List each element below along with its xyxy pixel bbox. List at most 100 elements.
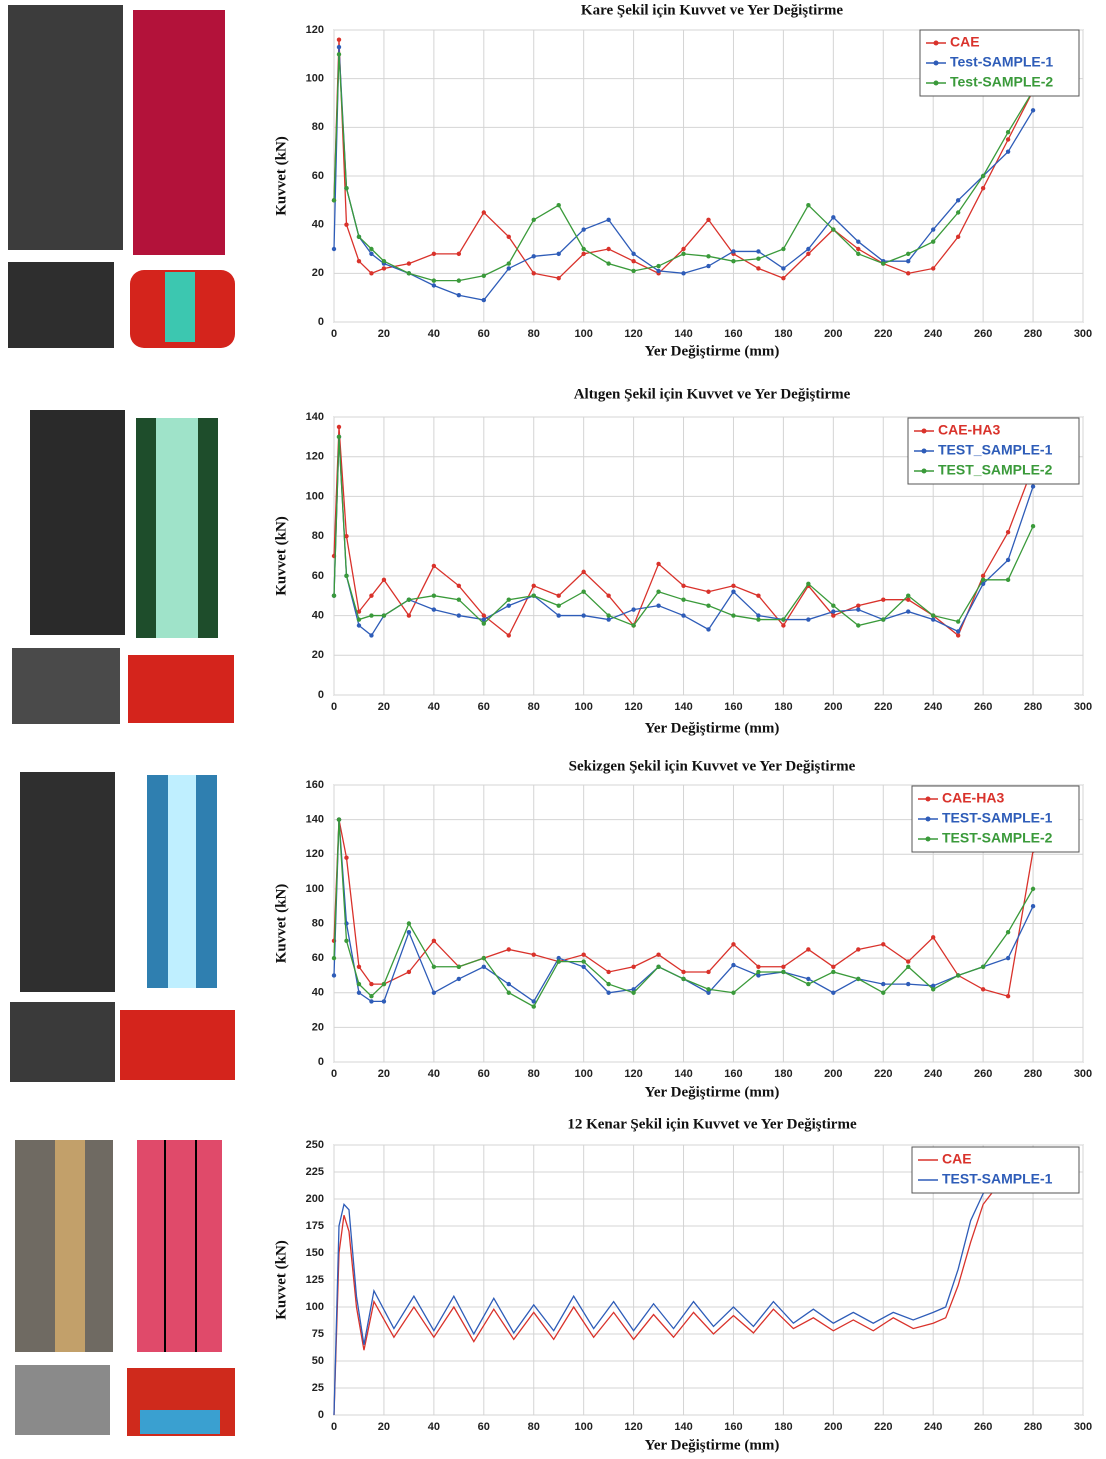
point <box>482 274 486 278</box>
point <box>457 278 461 282</box>
point <box>756 266 760 270</box>
y-tick-label: 0 <box>318 316 324 328</box>
point <box>1031 484 1035 488</box>
point <box>656 603 660 607</box>
point <box>482 965 486 969</box>
point <box>706 603 710 607</box>
x-tick-label: 300 <box>1074 1068 1092 1080</box>
point <box>337 425 341 429</box>
point <box>906 982 910 986</box>
point <box>981 174 985 178</box>
x-tick-label: 280 <box>1024 1068 1042 1080</box>
x-tick-label: 300 <box>1074 328 1092 340</box>
point <box>432 564 436 568</box>
point <box>856 247 860 251</box>
point <box>432 607 436 611</box>
point <box>656 269 660 273</box>
point <box>956 210 960 214</box>
y-tick-label: 50 <box>312 1355 324 1367</box>
point <box>706 970 710 974</box>
y-tick-label: 100 <box>306 1301 324 1313</box>
point <box>681 977 685 981</box>
point <box>1006 930 1010 934</box>
figure: 0204060801001200204060801001201401601802… <box>0 0 1106 1459</box>
point <box>382 613 386 617</box>
point <box>706 590 710 594</box>
x-tick-label: 240 <box>924 1068 942 1080</box>
x-tick-label: 180 <box>774 701 792 713</box>
x-tick-label: 200 <box>824 1421 842 1433</box>
mesh <box>133 10 225 255</box>
point <box>332 973 336 977</box>
point <box>457 965 461 969</box>
mesh <box>128 655 234 723</box>
point <box>656 590 660 594</box>
y-tick-label: 200 <box>306 1193 324 1205</box>
point <box>956 198 960 202</box>
point <box>656 264 660 268</box>
point <box>532 254 536 258</box>
x-tick-label: 40 <box>428 1068 440 1080</box>
y-tick-label: 75 <box>312 1328 324 1340</box>
x-axis-label: Yer Değiştirme (mm) <box>645 343 780 359</box>
x-tick-label: 20 <box>378 1421 390 1433</box>
x-tick-label: 200 <box>824 328 842 340</box>
point <box>681 252 685 256</box>
point <box>532 1004 536 1008</box>
x-tick-label: 160 <box>724 328 742 340</box>
point <box>756 617 760 621</box>
legend-label: TEST-SAMPLE-1 <box>942 1171 1053 1187</box>
y-tick-label: 100 <box>306 490 324 502</box>
y-tick-label: 100 <box>306 883 324 895</box>
x-tick-label: 60 <box>478 1421 490 1433</box>
point <box>806 977 810 981</box>
point <box>369 994 373 998</box>
y-tick-label: 0 <box>318 1056 324 1068</box>
legend-label: TEST_SAMPLE-2 <box>938 462 1053 478</box>
y-tick-label: 25 <box>312 1382 324 1394</box>
photo <box>8 5 123 250</box>
point <box>631 259 635 263</box>
point <box>606 594 610 598</box>
point <box>906 594 910 598</box>
point <box>344 856 348 860</box>
point <box>906 259 910 263</box>
point <box>981 186 985 190</box>
x-tick-label: 40 <box>428 1421 440 1433</box>
point <box>606 617 610 621</box>
point <box>357 617 361 621</box>
point <box>1006 137 1010 141</box>
chart-title: Altıgen Şekil için Kuvvet ve Yer Değişti… <box>574 386 851 402</box>
point <box>407 930 411 934</box>
point <box>881 982 885 986</box>
point <box>432 283 436 287</box>
x-tick-label: 20 <box>378 328 390 340</box>
point <box>507 235 511 239</box>
point <box>981 574 985 578</box>
point <box>681 247 685 251</box>
specimen-images <box>8 5 235 1436</box>
point <box>756 594 760 598</box>
point <box>344 939 348 943</box>
point <box>606 247 610 251</box>
point <box>706 987 710 991</box>
point <box>631 623 635 627</box>
point <box>382 578 386 582</box>
x-axis-label: Yer Değiştirme (mm) <box>645 1084 780 1100</box>
point <box>756 249 760 253</box>
y-axis-label: Kuvvet (kN) <box>273 516 289 596</box>
point <box>369 252 373 256</box>
point <box>482 621 486 625</box>
x-tick-label: 40 <box>428 328 440 340</box>
point <box>369 999 373 1003</box>
point <box>956 973 960 977</box>
point <box>756 970 760 974</box>
x-axis-label: Yer Değiştirme (mm) <box>645 1437 780 1453</box>
mesh-detail <box>168 775 196 988</box>
x-tick-label: 220 <box>874 1068 892 1080</box>
point <box>831 613 835 617</box>
x-tick-label: 160 <box>724 1068 742 1080</box>
legend-marker <box>922 469 927 474</box>
point <box>357 623 361 627</box>
y-axis-label: Kuvvet (kN) <box>273 884 289 964</box>
